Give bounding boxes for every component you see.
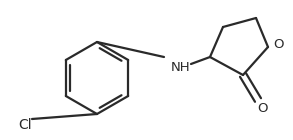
Text: O: O xyxy=(273,38,283,51)
Text: O: O xyxy=(258,102,268,115)
Text: Cl: Cl xyxy=(18,118,32,132)
Text: NH: NH xyxy=(171,60,191,74)
